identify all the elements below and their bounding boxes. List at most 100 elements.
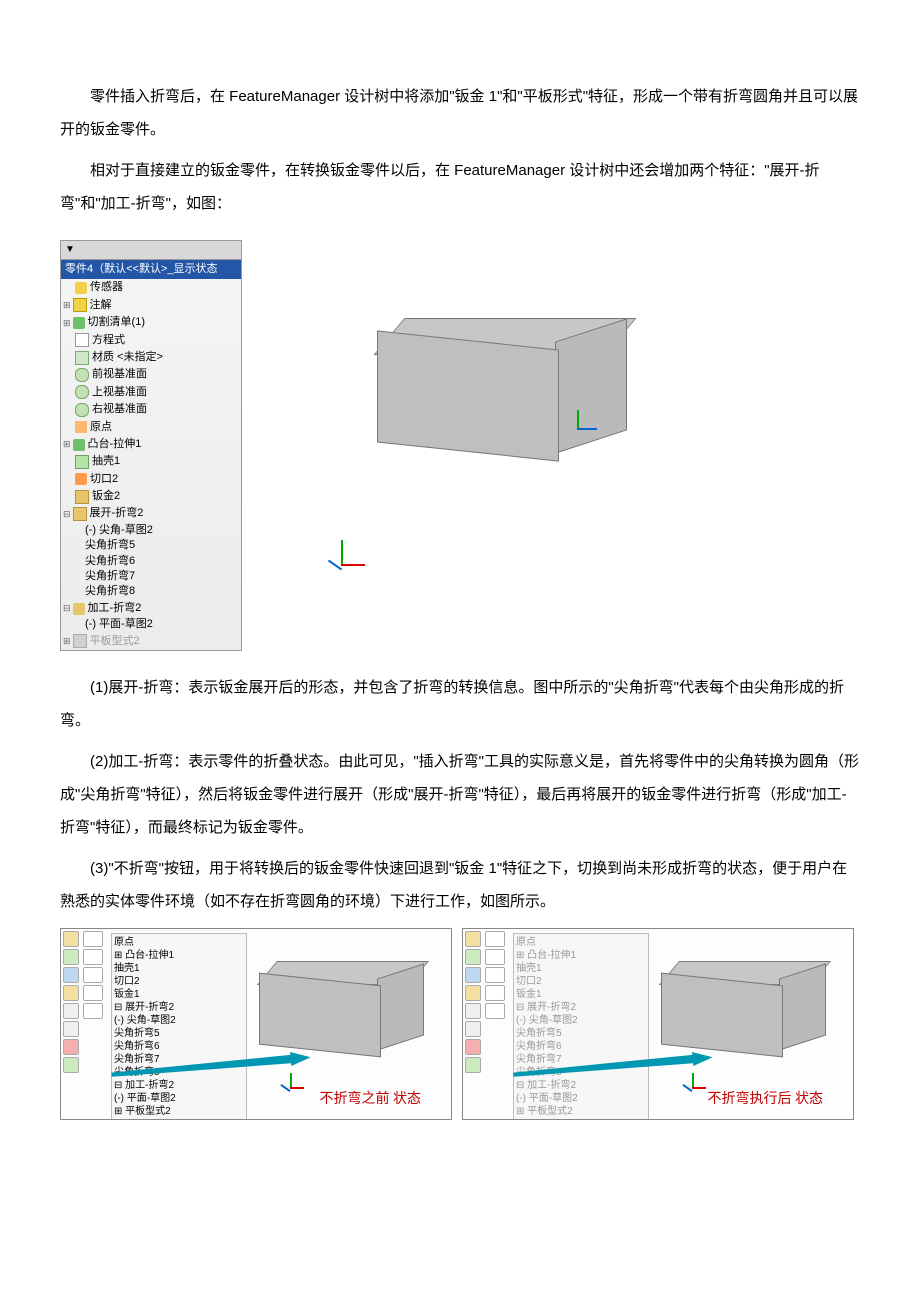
tree-item[interactable]: 尖角折弯6 bbox=[61, 554, 241, 569]
tree-item[interactable]: 前视基准面 bbox=[61, 366, 241, 383]
toolbar-btn[interactable] bbox=[83, 931, 103, 947]
tree-item[interactable]: (-) 尖角-草图2 bbox=[61, 523, 241, 538]
mini-tree-row[interactable]: (-) 尖角-草图2 bbox=[114, 1014, 244, 1027]
mini-tree-row[interactable]: (-) 平面-草图2 bbox=[114, 1092, 244, 1105]
toolbar-btn[interactable] bbox=[485, 931, 505, 947]
toolbar-btn[interactable] bbox=[465, 1021, 481, 1037]
tree-item[interactable]: 尖角折弯5 bbox=[61, 538, 241, 553]
tree-item[interactable]: 传感器 bbox=[61, 279, 241, 296]
tree-body: 传感器注解切割清单(1) 方程式材质 <未指定>前视基准面上视基准面右视基准面原点… bbox=[61, 279, 241, 650]
toolbar-btn[interactable] bbox=[465, 1039, 481, 1055]
tree-tab-bar: ▼ bbox=[61, 241, 241, 260]
tree-item[interactable]: 凸台-拉伸1 bbox=[61, 436, 241, 453]
sheet-icon bbox=[75, 490, 89, 504]
mini-tree-row[interactable]: 抽壳1 bbox=[516, 962, 646, 975]
tree-item[interactable]: 抽壳1 bbox=[61, 453, 241, 470]
mini-tree-row[interactable]: 切口2 bbox=[516, 975, 646, 988]
tree-item[interactable]: 加工-折弯2 bbox=[61, 600, 241, 617]
toolbar-btn[interactable] bbox=[465, 985, 481, 1001]
mini-tree-left[interactable]: 原点⊞ 凸台-拉伸1 抽壳1 切口2 钣金1⊟ 展开-折弯2 (-) 尖角-草图… bbox=[111, 933, 247, 1120]
tree-item[interactable]: 展开-折弯2 bbox=[61, 505, 241, 522]
tree-item[interactable]: 钣金2 bbox=[61, 488, 241, 505]
tree-item[interactable]: 切口2 bbox=[61, 471, 241, 488]
toolbar-btn[interactable] bbox=[63, 949, 79, 965]
toolbar-btn[interactable] bbox=[485, 967, 505, 983]
tree-item[interactable]: 平板型式2 bbox=[61, 633, 241, 650]
mini-tree-row[interactable]: ⊞ 平板型式2 bbox=[516, 1105, 646, 1118]
toolbar-btn[interactable] bbox=[485, 985, 505, 1001]
tree-item[interactable]: 材质 <未指定> bbox=[61, 349, 241, 366]
mini-tree-row[interactable]: ⊞ 平板型式2 bbox=[114, 1105, 244, 1118]
tree-item-label: 尖角折弯6 bbox=[85, 555, 135, 567]
tree-item[interactable]: 尖角折弯8 bbox=[61, 584, 241, 599]
mini-tree-row[interactable]: ⊟ 加工-折弯2 bbox=[516, 1079, 646, 1092]
tree-item-label: 切口2 bbox=[90, 472, 118, 487]
toolbar-btn[interactable] bbox=[485, 949, 505, 965]
toolbar-btn[interactable] bbox=[83, 1003, 103, 1019]
mini-tree-row[interactable]: 尖角折弯6 bbox=[114, 1040, 244, 1053]
plane-icon bbox=[75, 385, 89, 399]
toolbar-btn[interactable] bbox=[465, 1057, 481, 1073]
toolbar-btn[interactable] bbox=[63, 1021, 79, 1037]
paragraph-4: (2)加工-折弯：表示零件的折叠状态。由此可见，"插入折弯"工具的实际意义是，首… bbox=[60, 745, 860, 844]
tree-item[interactable]: 右视基准面 bbox=[61, 401, 241, 418]
toolbar-btn[interactable] bbox=[63, 1057, 79, 1073]
tree-item-label: 方程式 bbox=[92, 333, 125, 348]
note-icon bbox=[73, 298, 87, 312]
tree-item[interactable]: 上视基准面 bbox=[61, 384, 241, 401]
toolbar-btn[interactable] bbox=[83, 967, 103, 983]
mini-tree-row[interactable]: 原点 bbox=[516, 936, 646, 949]
mini-triad-icon bbox=[276, 1073, 306, 1103]
plane-icon bbox=[75, 403, 89, 417]
toolbar-btn[interactable] bbox=[83, 949, 103, 965]
mini-tree-row[interactable]: 原点 bbox=[114, 936, 244, 949]
paragraph-5: (3)"不折弯"按钮，用于将转换后的钣金零件快速回退到"钣金 1"特征之下，切换… bbox=[60, 852, 860, 918]
mini-tree-row[interactable]: (-) 平面-草图2 bbox=[516, 1092, 646, 1105]
mini-tree-row[interactable]: ⊟ 展开-折弯2 bbox=[114, 1001, 244, 1014]
bend-icon bbox=[73, 507, 87, 521]
toolbar-btn[interactable] bbox=[465, 949, 481, 965]
tree-item-label: 注解 bbox=[90, 298, 112, 313]
caption-before: 不折弯之前 状态 bbox=[320, 1091, 422, 1109]
mini-tree-row[interactable]: (-) 尖角-草图2 bbox=[516, 1014, 646, 1027]
toolbar-btn[interactable] bbox=[63, 1003, 79, 1019]
tree-item[interactable]: (-) 平面-草图2 bbox=[61, 617, 241, 632]
tree-root-header[interactable]: 零件4（默认<<默认>_显示状态 bbox=[61, 260, 241, 279]
tree-item[interactable]: 切割清单(1) bbox=[61, 314, 241, 331]
figure-2-pair: 原点⊞ 凸台-拉伸1 抽壳1 切口2 钣金1⊟ 展开-折弯2 (-) 尖角-草图… bbox=[60, 928, 860, 1120]
mini-tree-row[interactable]: 抽壳1 bbox=[114, 962, 244, 975]
mini-tree-row[interactable]: 钣金1 bbox=[114, 988, 244, 1001]
toolbar-btn[interactable] bbox=[465, 1003, 481, 1019]
toolbar-btn[interactable] bbox=[465, 931, 481, 947]
toolbar-btn[interactable] bbox=[83, 985, 103, 1001]
mini-toolbar-left-a bbox=[63, 931, 79, 1073]
toolbar-btn[interactable] bbox=[63, 1039, 79, 1055]
mini-tree-row[interactable]: 尖角折弯5 bbox=[114, 1027, 244, 1040]
mini-tree-row[interactable]: 钣金1 bbox=[516, 988, 646, 1001]
mini-tree-right[interactable]: 原点⊞ 凸台-拉伸1 抽壳1 切口2 钣金1⊟ 展开-折弯2 (-) 尖角-草图… bbox=[513, 933, 649, 1120]
flat-icon bbox=[73, 634, 87, 648]
extrude-icon bbox=[73, 439, 85, 451]
tree-item[interactable]: 注解 bbox=[61, 297, 241, 314]
tree-item[interactable]: 尖角折弯7 bbox=[61, 569, 241, 584]
toolbar-btn[interactable] bbox=[63, 985, 79, 1001]
mini-tree-row[interactable]: 尖角折弯6 bbox=[516, 1040, 646, 1053]
toolbar-btn[interactable] bbox=[63, 931, 79, 947]
after-panel: 原点⊞ 凸台-拉伸1 抽壳1 切口2 钣金1⊟ 展开-折弯2 (-) 尖角-草图… bbox=[462, 928, 854, 1120]
mini-tree-row[interactable]: 切口2 bbox=[114, 975, 244, 988]
toolbar-btn[interactable] bbox=[465, 967, 481, 983]
mini-tree-row[interactable]: ⊟ 加工-折弯2 bbox=[114, 1079, 244, 1092]
tree-item[interactable]: 原点 bbox=[61, 419, 241, 436]
mini-tree-row[interactable]: ⊞ 凸台-拉伸1 bbox=[516, 949, 646, 962]
mini-toolbar-right-a bbox=[465, 931, 481, 1073]
tree-item-label: 凸台-拉伸1 bbox=[88, 437, 142, 452]
toolbar-btn[interactable] bbox=[63, 967, 79, 983]
shell-icon bbox=[75, 455, 89, 469]
tree-item[interactable]: 方程式 bbox=[61, 332, 241, 349]
mini-tree-row[interactable]: ⊞ 凸台-拉伸1 bbox=[114, 949, 244, 962]
toolbar-btn[interactable] bbox=[485, 1003, 505, 1019]
mini-tree-row[interactable]: 尖角折弯5 bbox=[516, 1027, 646, 1040]
paragraph-3: (1)展开-折弯：表示钣金展开后的形态，并包含了折弯的转换信息。图中所示的"尖角… bbox=[60, 671, 860, 737]
model-viewport[interactable] bbox=[257, 240, 860, 600]
mini-tree-row[interactable]: ⊟ 展开-折弯2 bbox=[516, 1001, 646, 1014]
